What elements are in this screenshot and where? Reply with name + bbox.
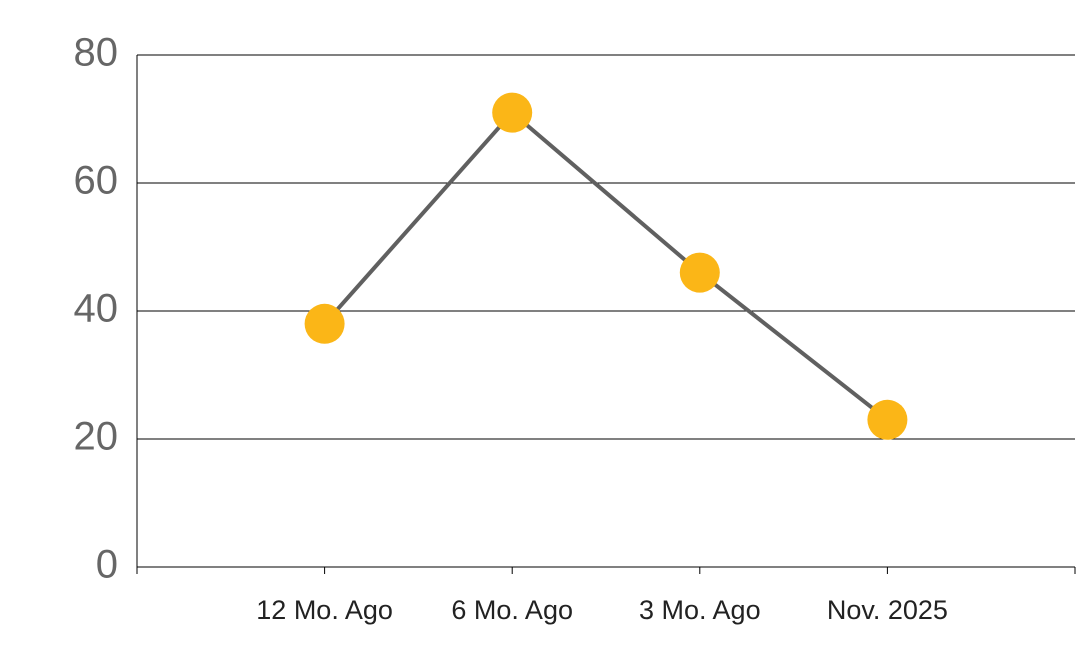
point-marker [679, 252, 720, 293]
series-line [323, 109, 889, 422]
point-marker [867, 399, 908, 440]
y-tick-label: 0 [96, 543, 118, 587]
x-tick-label: 12 Mo. Ago [256, 595, 393, 625]
y-tick-label: 80 [74, 31, 119, 75]
point-marker [304, 303, 345, 344]
x-tick-label: 6 Mo. Ago [451, 595, 573, 625]
point-marker [492, 92, 533, 133]
y-tick-label: 40 [74, 287, 119, 331]
x-tick-label: 3 Mo. Ago [639, 595, 761, 625]
y-tick-label: 20 [74, 415, 119, 459]
x-tick-label: Nov. 2025 [827, 595, 948, 625]
y-tick-label: 60 [74, 159, 119, 203]
